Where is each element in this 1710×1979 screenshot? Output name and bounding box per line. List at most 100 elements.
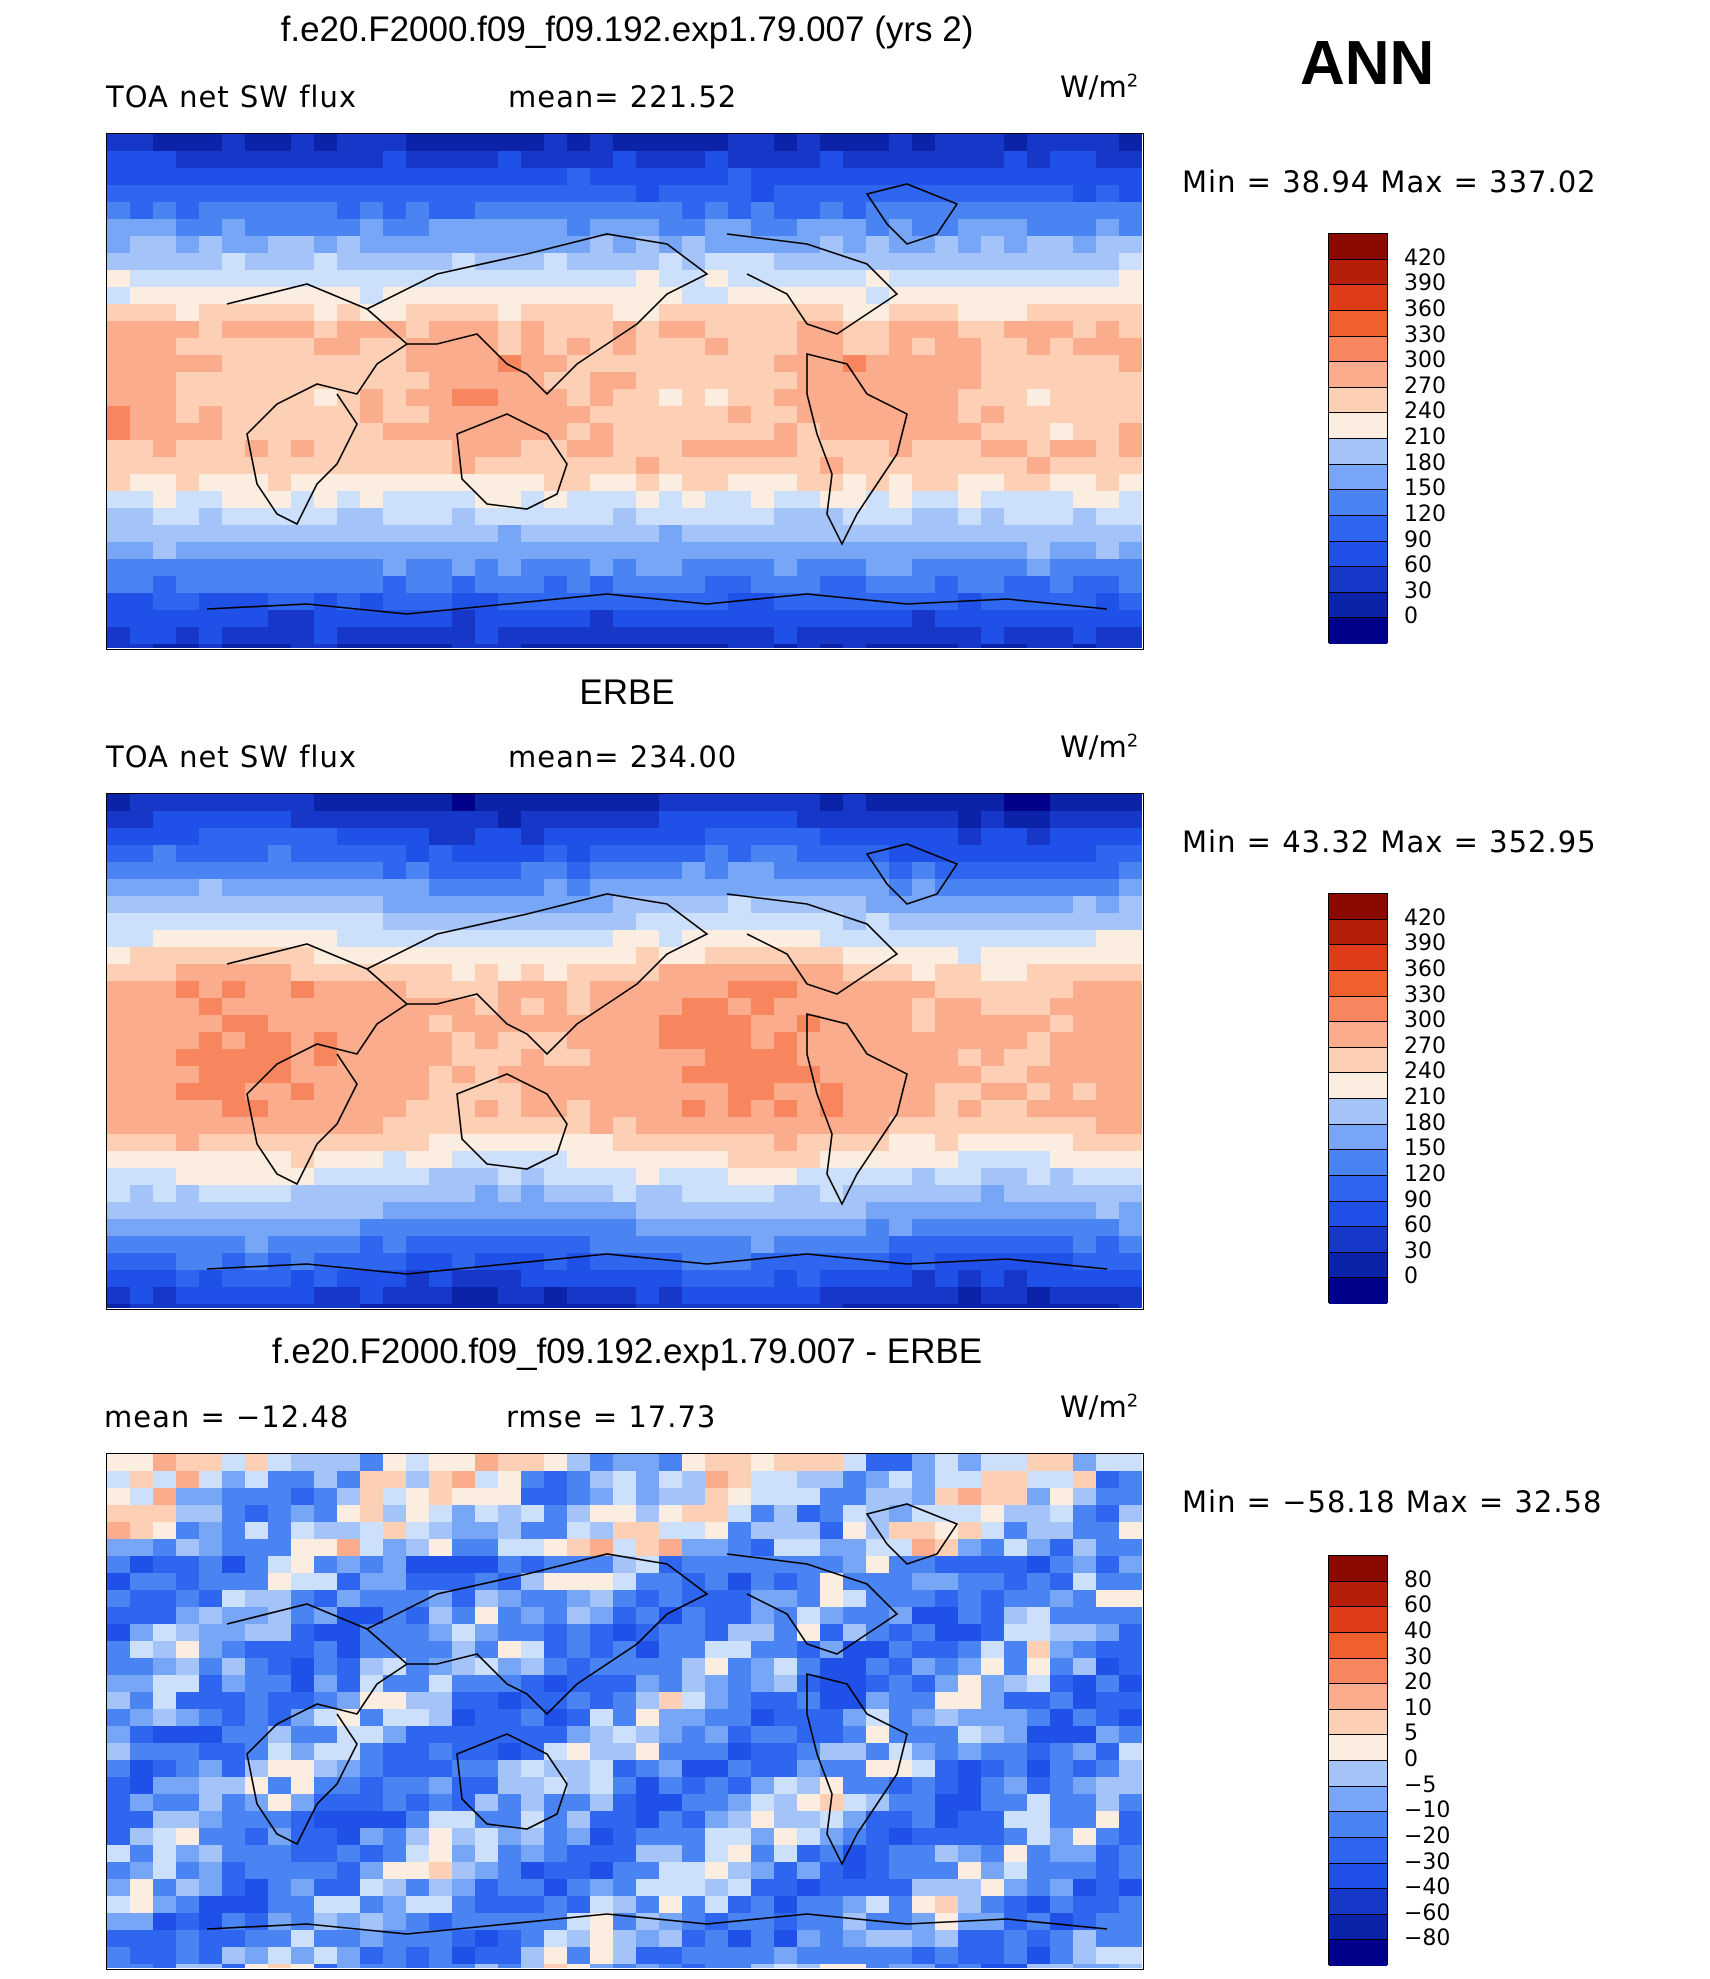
map-cell <box>314 1743 338 1761</box>
map-cell <box>268 930 292 948</box>
map-cell <box>1050 185 1074 203</box>
map-cell <box>958 236 982 254</box>
map-cell <box>774 321 798 339</box>
map-cell <box>958 457 982 475</box>
map-cell <box>935 1304 959 1308</box>
map-cell <box>1073 491 1097 509</box>
map-cell <box>268 542 292 560</box>
map-cell <box>774 610 798 628</box>
map-cell <box>199 338 223 356</box>
map-cell <box>820 1151 844 1169</box>
map-cell <box>636 270 660 288</box>
map-cell <box>981 1236 1005 1254</box>
map-cell <box>176 1760 200 1778</box>
map-cell <box>728 270 752 288</box>
map-cell <box>1050 270 1074 288</box>
map-cell <box>1119 389 1142 407</box>
map-cell <box>774 1454 798 1472</box>
map-cell <box>981 1658 1005 1676</box>
map-cell <box>521 1134 545 1152</box>
map-cell <box>452 1049 476 1067</box>
map-cell <box>153 593 177 611</box>
map-cell <box>590 406 614 424</box>
map-cell <box>291 1522 315 1540</box>
map-cell <box>1119 1304 1142 1308</box>
map-cell <box>1004 168 1028 186</box>
map-cell <box>843 389 867 407</box>
map-cell <box>268 913 292 931</box>
map-cell <box>567 253 591 271</box>
map-cell <box>153 1896 177 1914</box>
map-cell <box>705 1488 729 1506</box>
map-cell <box>1073 913 1097 931</box>
map-cell <box>498 1117 522 1135</box>
map-cell <box>705 1590 729 1608</box>
map-cell <box>981 947 1005 965</box>
map-cell <box>153 1590 177 1608</box>
map-cell <box>797 1930 821 1948</box>
map-cell <box>475 1845 499 1863</box>
map-cell <box>107 1930 131 1948</box>
map-cell <box>107 1828 131 1846</box>
map-cell <box>452 794 476 812</box>
map-cell <box>981 845 1005 863</box>
map-cell <box>521 287 545 305</box>
map-cell <box>843 406 867 424</box>
map-cell <box>820 1471 844 1489</box>
map-cell <box>981 1032 1005 1050</box>
map-cell <box>475 981 499 999</box>
map-cell <box>705 1202 729 1220</box>
map-cell <box>958 627 982 645</box>
map-cell <box>682 998 706 1016</box>
map-cell <box>429 1930 453 1948</box>
map-cell <box>935 879 959 897</box>
map-cell <box>429 491 453 509</box>
map-cell <box>613 913 637 931</box>
map-cell <box>728 576 752 594</box>
map-cell <box>613 185 637 203</box>
map-cell <box>958 1692 982 1710</box>
map-cell <box>498 1794 522 1812</box>
map-cell <box>820 1185 844 1203</box>
map-cell <box>360 542 384 560</box>
map-cell <box>153 1471 177 1489</box>
map-cell <box>107 1896 131 1914</box>
map-cell <box>314 559 338 577</box>
map-cell <box>544 542 568 560</box>
map-cell <box>475 1947 499 1965</box>
map-cell <box>935 474 959 492</box>
map-cell <box>1004 794 1028 812</box>
map-cell <box>981 1760 1005 1778</box>
map-cell <box>843 1658 867 1676</box>
map-cell <box>475 1573 499 1591</box>
map-cell <box>958 389 982 407</box>
map-cell <box>1073 185 1097 203</box>
map-cell <box>820 1556 844 1574</box>
map-cell <box>1119 1471 1142 1489</box>
map-cell <box>107 559 131 577</box>
map-cell <box>130 794 154 812</box>
map-cell <box>843 1304 867 1308</box>
map-cell <box>567 219 591 237</box>
map-cell <box>130 440 154 458</box>
map-cell <box>199 1471 223 1489</box>
map-cell <box>314 964 338 982</box>
map-cell <box>751 1607 775 1625</box>
map-cell <box>843 1015 867 1033</box>
map-cell <box>521 862 545 880</box>
map-cell <box>567 1743 591 1761</box>
map-cell <box>705 1253 729 1271</box>
map-cell <box>682 1947 706 1965</box>
map-cell <box>705 1641 729 1659</box>
map-cell <box>843 1100 867 1118</box>
map-cell <box>383 151 407 169</box>
map-cell <box>659 811 683 829</box>
map-cell <box>406 236 430 254</box>
map-cell <box>153 1947 177 1965</box>
map-cell <box>314 151 338 169</box>
map-cell <box>728 389 752 407</box>
map-cell <box>820 287 844 305</box>
map-cell <box>222 542 246 560</box>
map-cell <box>659 1287 683 1305</box>
map-cell <box>291 253 315 271</box>
